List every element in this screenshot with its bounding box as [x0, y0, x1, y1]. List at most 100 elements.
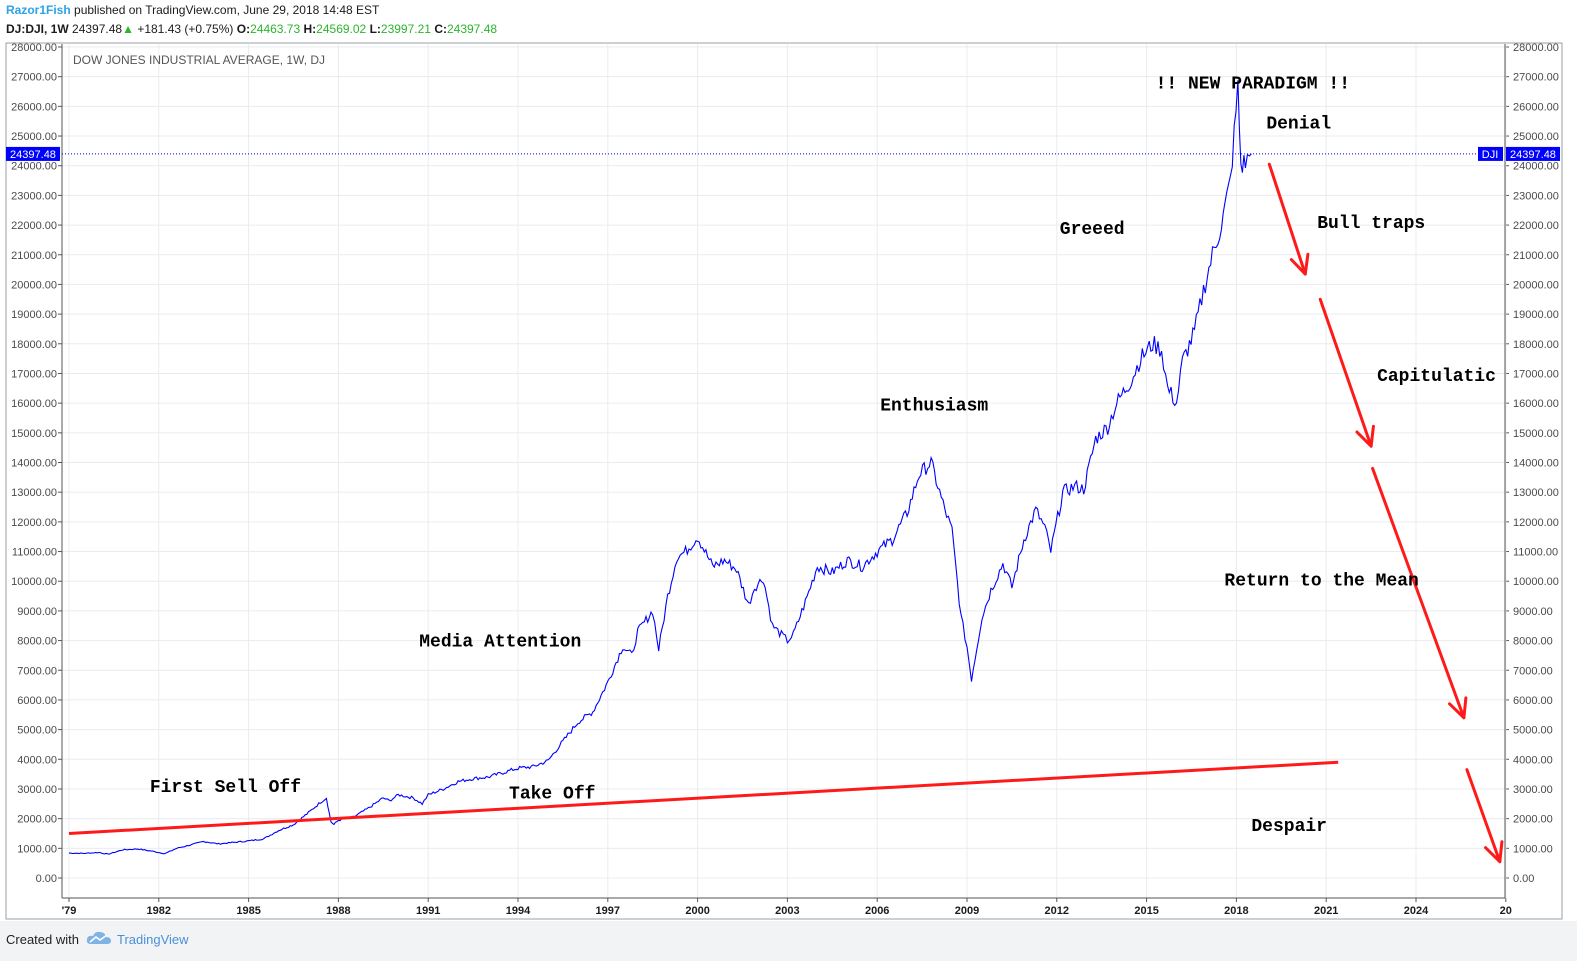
- annotation-label: Despair: [1251, 817, 1327, 837]
- arrow-head: [1484, 840, 1504, 864]
- y-tick-label-left: 12000.00: [11, 517, 57, 529]
- y-tick-label-right: 25000.00: [1513, 131, 1559, 143]
- y-tick-label-right: 5000.00: [1513, 725, 1553, 737]
- y-tick-label-left: 16000.00: [11, 398, 57, 410]
- y-tick-label-right: 18000.00: [1513, 339, 1559, 351]
- annotation-label: Take Off: [509, 784, 595, 804]
- high-value: 24569.02: [316, 22, 367, 36]
- tradingview-cloud-icon: [86, 931, 111, 944]
- x-tick-label: 1991: [416, 905, 440, 917]
- y-tick-label-left: 6000.00: [17, 695, 57, 707]
- y-tick-label-left: 15000.00: [11, 428, 57, 440]
- y-tick-label-right: 17000.00: [1513, 368, 1559, 380]
- y-tick-label-left: 25000.00: [11, 131, 57, 143]
- y-tick-label-left: 1000.00: [17, 843, 57, 855]
- last-price-label-right: 24397.48: [1510, 149, 1556, 161]
- arrow-head: [1355, 424, 1375, 448]
- y-tick-label-right: 10000.00: [1513, 576, 1559, 588]
- x-tick-label: 20: [1500, 905, 1512, 917]
- last-price-badge-left: [6, 146, 60, 161]
- y-tick-label-right: 28000.00: [1513, 42, 1559, 54]
- trend-line: [68, 760, 1339, 835]
- y-tick-label-left: 21000.00: [11, 250, 57, 262]
- y-tick-label-right: 15000.00: [1513, 428, 1559, 440]
- publish-header: Razor1Fish published on TradingView.com,…: [6, 3, 379, 17]
- y-tick-label-left: 5000.00: [17, 725, 57, 737]
- x-tick-label: 1994: [506, 905, 531, 917]
- price-chart[interactable]: 0.00 0.00 1000.00 1000.00 2000.00 2000.00 3000…: [0, 40, 1577, 920]
- y-tick-label-right: 6000.00: [1513, 695, 1553, 707]
- x-tick-label: 2021: [1314, 905, 1338, 917]
- y-tick-label-left: 9000.00: [17, 606, 57, 618]
- y-tick-label-right: 1000.00: [1513, 843, 1553, 855]
- x-tick-label: 1985: [236, 905, 260, 917]
- annotation-label: Media Attention: [419, 633, 581, 653]
- y-tick-label-right: 0.00: [1513, 873, 1534, 885]
- arrow-head: [1289, 252, 1310, 276]
- y-tick-label-right: 14000.00: [1513, 458, 1559, 470]
- y-tick-label-left: 28000.00: [11, 42, 57, 54]
- x-tick-label: 2024: [1404, 905, 1429, 917]
- y-tick-label-left: 23000.00: [11, 190, 57, 202]
- up-arrow-icon: ▲: [122, 22, 134, 36]
- y-tick-label-left: 10000.00: [11, 576, 57, 588]
- ohlc-bar: DJ:DJI, 1W 24397.48▲ +181.43 (+0.75%) O:…: [6, 22, 497, 36]
- dji-price-line: [69, 80, 1252, 855]
- low-value: 23997.21: [380, 22, 431, 36]
- tradingview-link[interactable]: TradingView: [117, 932, 189, 947]
- x-tick-label: 2018: [1224, 905, 1248, 917]
- close-label: C:: [434, 22, 447, 36]
- last-price: 24397.48: [72, 22, 123, 36]
- annotation-label: Bull traps: [1317, 214, 1425, 234]
- price-change: +181.43 (+0.75%): [137, 22, 234, 36]
- created-with-text: Created with: [6, 932, 79, 947]
- y-tick-label-left: 13000.00: [11, 487, 57, 499]
- last-price-label-left: 24397.48: [10, 149, 56, 161]
- y-tick-label-left: 20000.00: [11, 279, 57, 291]
- footer-bar: Created with TradingView: [0, 921, 1577, 961]
- y-tick-label-left: 2000.00: [17, 814, 57, 826]
- arrow-head: [1448, 696, 1468, 720]
- annotation-label: Denial: [1266, 115, 1331, 135]
- y-tick-label-left: 24000.00: [11, 161, 57, 173]
- y-tick-label-right: 2000.00: [1513, 814, 1553, 826]
- y-tick-label-left: 18000.00: [11, 339, 57, 351]
- y-tick-label-right: 24000.00: [1513, 161, 1559, 173]
- open-value: 24463.73: [250, 22, 301, 36]
- x-tick-label: 2003: [775, 905, 799, 917]
- symbol-label: DJ:DJI, 1W: [6, 22, 69, 36]
- published-text: published on TradingView.com, June 29, 2…: [74, 3, 380, 17]
- arrow-shaft: [1371, 466, 1466, 720]
- y-tick-label-right: 11000.00: [1513, 547, 1558, 559]
- x-tick-label: '79: [62, 905, 77, 917]
- arrow-shaft: [1318, 297, 1373, 448]
- y-tick-label-left: 0.00: [36, 873, 57, 885]
- high-label: H:: [303, 22, 317, 36]
- y-tick-label-right: 4000.00: [1513, 754, 1553, 766]
- y-tick-label-left: 26000.00: [11, 101, 57, 113]
- y-tick-label-left: 3000.00: [17, 784, 57, 796]
- x-tick-label: 2009: [955, 905, 979, 917]
- arrow-shaft: [1465, 768, 1502, 864]
- low-label: L:: [369, 22, 381, 36]
- y-tick-label-left: 7000.00: [17, 665, 57, 677]
- y-tick-label-left: 14000.00: [11, 458, 57, 470]
- y-tick-label-left: 27000.00: [11, 72, 57, 84]
- chart-title: DOW JONES INDUSTRIAL AVERAGE, 1W, DJ: [73, 53, 325, 67]
- y-tick-label-right: 7000.00: [1513, 665, 1553, 677]
- x-tick-label: 1997: [596, 905, 620, 917]
- chart-container[interactable]: 0.00 0.00 1000.00 1000.00 2000.00 2000.00 3000…: [0, 40, 1577, 920]
- y-tick-label-left: 4000.00: [17, 754, 57, 766]
- annotation-label: Greeed: [1060, 220, 1125, 240]
- x-tick-label: 2012: [1045, 905, 1069, 917]
- open-label: O:: [236, 22, 251, 36]
- y-tick-label-right: 19000.00: [1513, 309, 1559, 321]
- y-tick-label-left: 17000.00: [11, 368, 57, 380]
- y-tick-label-right: 26000.00: [1513, 101, 1559, 113]
- symbol-tag-label: DJI: [1482, 149, 1499, 161]
- close-value: 24397.48: [446, 22, 498, 36]
- y-tick-label-right: 16000.00: [1513, 398, 1559, 410]
- author-link[interactable]: Razor1Fish: [6, 3, 71, 17]
- y-tick-label-left: 11000.00: [12, 547, 57, 559]
- arrow-shaft: [1267, 162, 1307, 276]
